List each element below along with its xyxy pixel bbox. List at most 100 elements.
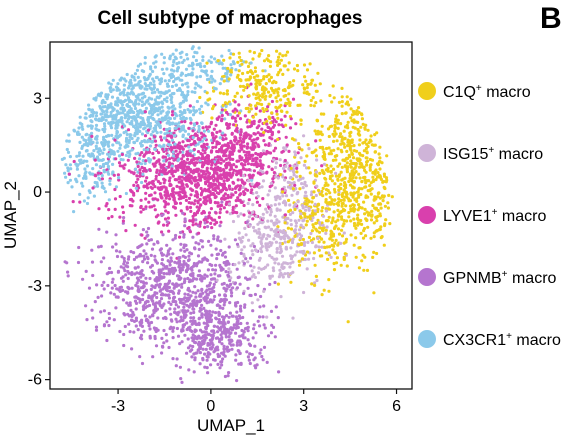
point-lyve1	[172, 197, 176, 201]
point-lyve1	[114, 157, 118, 161]
point-cx3cr1	[66, 150, 71, 154]
point-c1q	[333, 251, 337, 255]
point-c1q	[341, 177, 345, 181]
point-gpnmb	[248, 293, 252, 297]
point-cx3cr1	[228, 113, 232, 117]
point-isg15	[253, 275, 257, 279]
point-cx3cr1	[99, 106, 103, 110]
point-gpnmb	[169, 256, 173, 260]
point-lyve1	[216, 165, 220, 169]
point-c1q	[262, 130, 266, 135]
point-lyve1	[196, 167, 200, 171]
point-gpnmb	[122, 343, 126, 348]
point-cx3cr1	[95, 141, 99, 145]
point-gpnmb	[211, 334, 215, 338]
point-lyve1	[189, 143, 193, 147]
point-gpnmb	[116, 269, 121, 273]
point-c1q	[372, 291, 376, 295]
point-isg15	[284, 194, 289, 198]
point-lyve1	[132, 183, 136, 187]
point-lyve1	[195, 192, 200, 197]
point-c1q	[279, 173, 283, 177]
point-gpnmb	[177, 289, 181, 293]
point-gpnmb	[110, 280, 114, 284]
point-lyve1	[206, 195, 210, 199]
point-isg15	[260, 236, 264, 240]
point-gpnmb	[180, 380, 184, 384]
point-c1q	[277, 70, 281, 74]
point-cx3cr1	[134, 186, 138, 190]
point-c1q	[329, 149, 333, 153]
point-cx3cr1	[166, 142, 171, 147]
point-c1q	[292, 79, 296, 83]
point-cx3cr1	[146, 131, 150, 135]
point-cx3cr1	[157, 123, 161, 127]
point-lyve1	[214, 145, 218, 149]
point-gpnmb	[197, 242, 201, 246]
point-gpnmb	[129, 308, 133, 312]
point-isg15	[318, 221, 322, 225]
point-cx3cr1	[173, 111, 177, 115]
point-cx3cr1	[103, 100, 107, 105]
point-gpnmb	[176, 334, 181, 338]
point-isg15	[257, 186, 261, 190]
point-gpnmb	[102, 256, 106, 260]
point-c1q	[365, 163, 369, 167]
point-cx3cr1	[109, 124, 113, 128]
point-lyve1	[149, 193, 153, 197]
point-c1q	[346, 320, 350, 324]
point-cx3cr1	[109, 120, 114, 124]
point-cx3cr1	[149, 82, 153, 86]
point-c1q	[365, 151, 369, 155]
point-gpnmb	[200, 339, 204, 344]
point-lyve1	[288, 164, 292, 168]
point-gpnmb	[126, 257, 130, 261]
point-cx3cr1	[81, 184, 85, 188]
point-gpnmb	[243, 303, 247, 307]
point-gpnmb	[122, 259, 127, 263]
point-lyve1	[240, 178, 244, 182]
point-c1q	[277, 87, 281, 91]
point-lyve1	[186, 138, 190, 143]
point-c1q	[275, 112, 279, 116]
point-isg15	[301, 186, 305, 190]
point-c1q	[346, 126, 350, 130]
point-lyve1	[203, 175, 207, 179]
point-lyve1	[242, 150, 246, 154]
point-cx3cr1	[128, 115, 132, 119]
point-lyve1	[253, 132, 257, 136]
point-cx3cr1	[180, 50, 184, 54]
point-lyve1	[184, 177, 188, 181]
point-gpnmb	[140, 361, 145, 366]
point-cx3cr1	[115, 109, 119, 113]
point-lyve1	[203, 217, 207, 221]
point-c1q	[331, 248, 335, 252]
point-gpnmb	[212, 234, 216, 238]
point-isg15	[250, 249, 254, 253]
point-gpnmb	[208, 262, 212, 267]
point-lyve1	[234, 190, 238, 194]
point-lyve1	[231, 157, 235, 161]
point-cx3cr1	[202, 69, 206, 73]
point-lyve1	[249, 153, 253, 157]
point-isg15	[240, 239, 244, 243]
point-c1q	[345, 95, 349, 99]
point-gpnmb	[167, 296, 171, 300]
point-gpnmb	[258, 305, 262, 309]
point-isg15	[258, 168, 262, 173]
point-cx3cr1	[129, 133, 133, 137]
point-cx3cr1	[84, 141, 88, 145]
point-lyve1	[113, 197, 118, 201]
point-cx3cr1	[118, 133, 122, 137]
point-lyve1	[107, 208, 111, 212]
point-lyve1	[161, 155, 165, 159]
point-c1q	[339, 170, 343, 174]
point-gpnmb	[201, 245, 205, 249]
point-c1q	[342, 222, 346, 226]
point-gpnmb	[145, 299, 149, 303]
point-c1q	[286, 86, 290, 90]
point-cx3cr1	[184, 67, 189, 71]
point-isg15	[306, 240, 310, 244]
point-cx3cr1	[85, 164, 89, 168]
point-gpnmb	[171, 357, 175, 361]
